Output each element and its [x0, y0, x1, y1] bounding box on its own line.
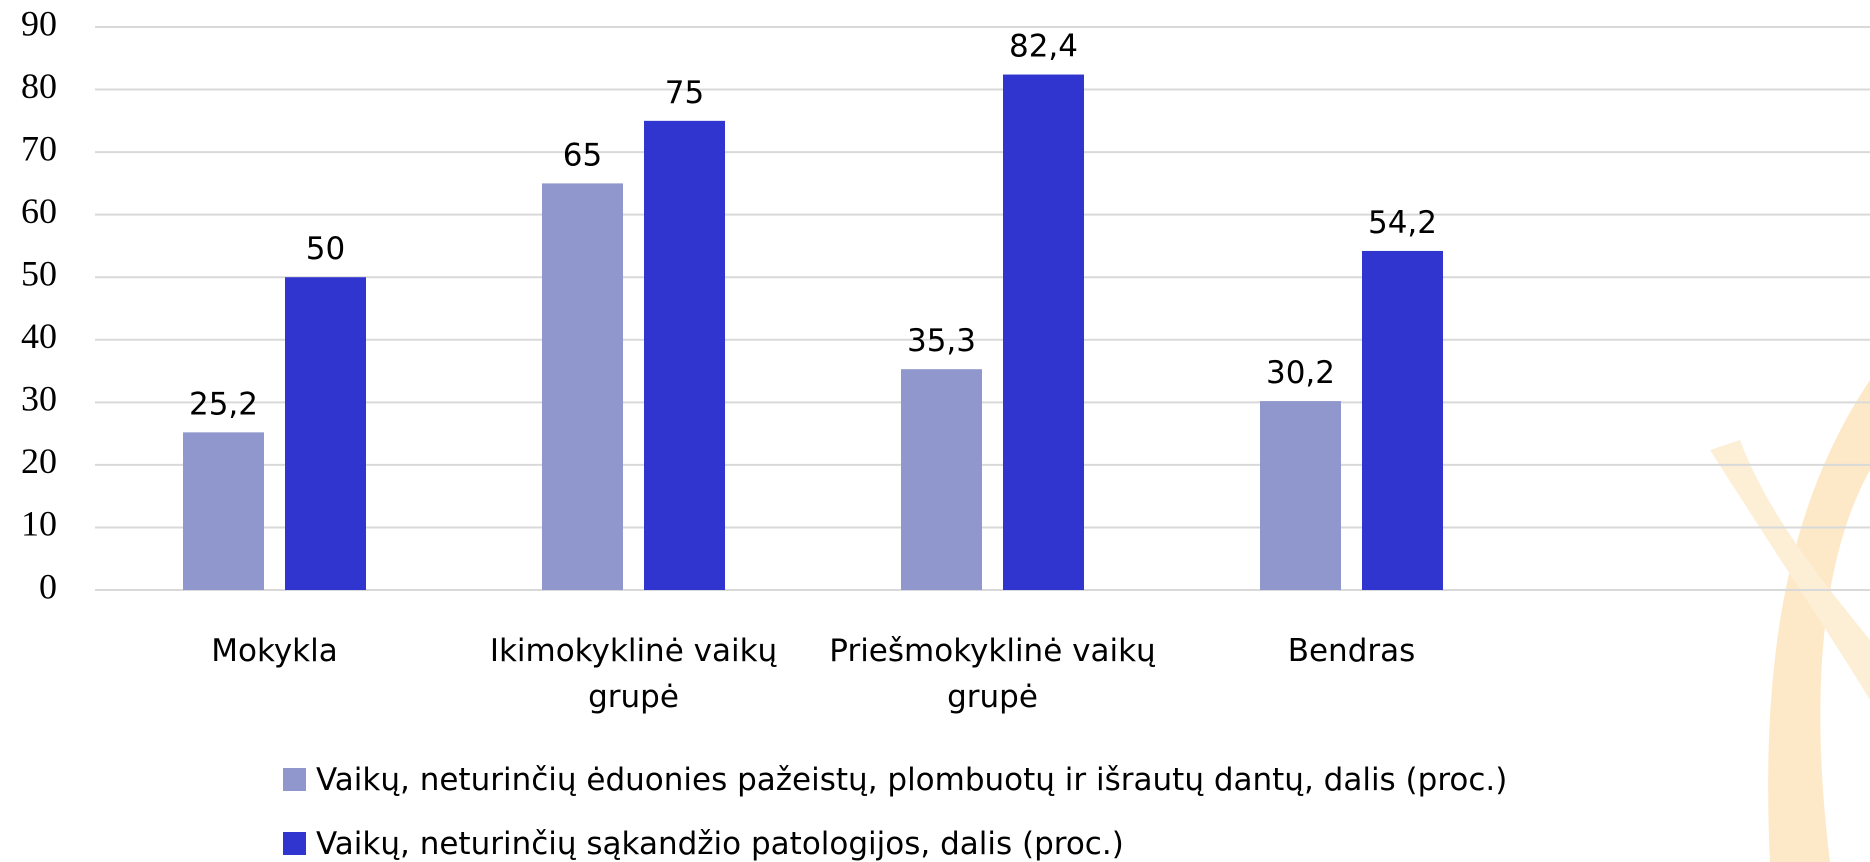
- bar: [285, 277, 366, 590]
- legend-label: Vaikų, neturinčių ėduonies pažeistų, plo…: [316, 762, 1507, 798]
- y-tick-label: 70: [21, 128, 57, 168]
- bar: [1362, 251, 1443, 590]
- decoration: [1768, 380, 1870, 862]
- y-tick-label: 0: [39, 566, 57, 606]
- value-label: 50: [306, 231, 345, 267]
- legend-swatch: [283, 768, 306, 791]
- bar: [183, 432, 264, 590]
- value-label: 65: [563, 137, 602, 173]
- value-label: 25,2: [189, 386, 258, 422]
- y-tick-label: 60: [21, 191, 57, 231]
- y-tick-label: 80: [21, 66, 57, 106]
- value-label: 75: [665, 75, 704, 111]
- page: 0 10 20 30 40 50 60 70 80 90 25,2 50 65 75 35,3 82,4 30,…: [0, 0, 1870, 862]
- legend-swatch: [283, 832, 306, 855]
- value-label: 35,3: [907, 323, 976, 359]
- y-tick-label: 10: [21, 504, 57, 544]
- legend-label: Vaikų, neturinčių sąkandžio patologijos,…: [316, 826, 1124, 862]
- y-tick-label: 90: [21, 3, 57, 43]
- bar: [542, 183, 623, 590]
- bar: [644, 121, 725, 590]
- bar: [1260, 401, 1341, 590]
- y-tick-label: 40: [21, 316, 57, 356]
- x-tick-label: Priešmokyklinė vaikų grupė: [823, 628, 1163, 720]
- chart: 0 10 20 30 40 50 60 70 80 90 25,2 50 65 75 35,3 82,4 30,…: [0, 0, 1870, 862]
- bar: [901, 369, 982, 590]
- bar: [1003, 75, 1084, 590]
- x-tick-label: Mokykla: [105, 628, 445, 674]
- value-label: 30,2: [1266, 355, 1335, 391]
- value-label: 54,2: [1368, 205, 1437, 241]
- y-tick-label: 30: [21, 379, 57, 419]
- value-label: 82,4: [1009, 29, 1078, 65]
- y-tick-label: 20: [21, 441, 57, 481]
- x-tick-label: Bendras: [1182, 628, 1522, 674]
- y-tick-label: 50: [21, 253, 57, 293]
- x-tick-label: Ikimokyklinė vaikų grupė: [464, 628, 804, 720]
